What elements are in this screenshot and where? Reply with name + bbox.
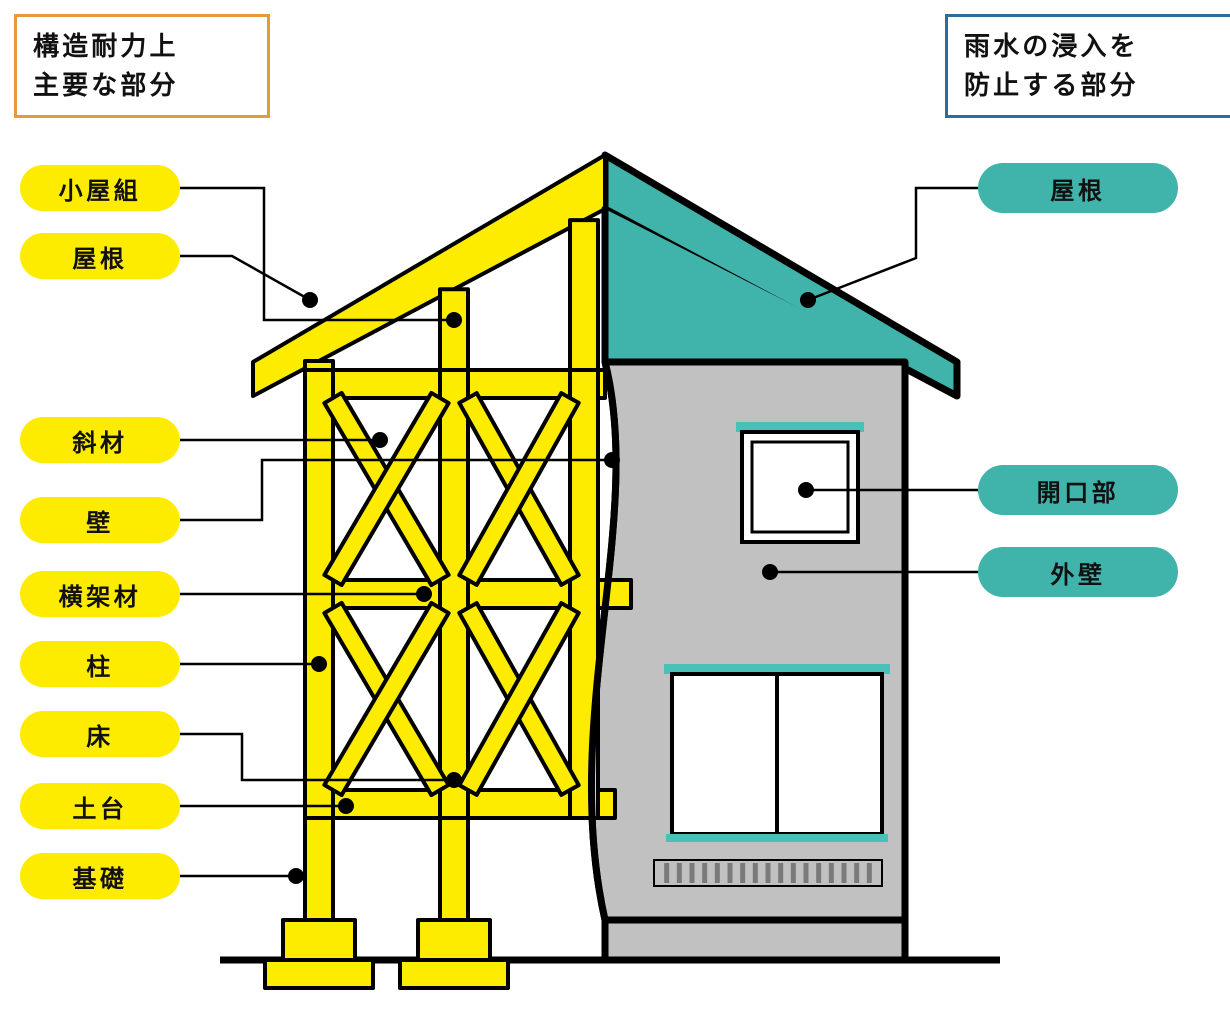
legend-waterproof: 雨水の浸入を 防止する部分 [945, 14, 1230, 118]
legend-waterproof-line1: 雨水の浸入を [964, 31, 1139, 61]
label-yuka: 床 [20, 711, 180, 757]
label-shazai: 斜材 [20, 417, 180, 463]
label-koyagumi: 小屋組 [20, 165, 180, 211]
label-kaikoubu: 開口部 [978, 465, 1178, 515]
label-yane_r: 屋根 [978, 163, 1178, 213]
label-kabe: 壁 [20, 497, 180, 543]
label-gaiheki: 外壁 [978, 547, 1178, 597]
label-yane_l: 屋根 [20, 233, 180, 279]
legend-structural-line2: 主要な部分 [33, 70, 179, 100]
legend-structural: 構造耐力上 主要な部分 [14, 14, 270, 118]
label-dodai: 土台 [20, 783, 180, 829]
legend-structural-line1: 構造耐力上 [33, 31, 179, 61]
label-kiso: 基礎 [20, 853, 180, 899]
label-oukazai: 横架材 [20, 571, 180, 617]
label-hashira: 柱 [20, 641, 180, 687]
legend-waterproof-line2: 防止する部分 [964, 70, 1139, 100]
